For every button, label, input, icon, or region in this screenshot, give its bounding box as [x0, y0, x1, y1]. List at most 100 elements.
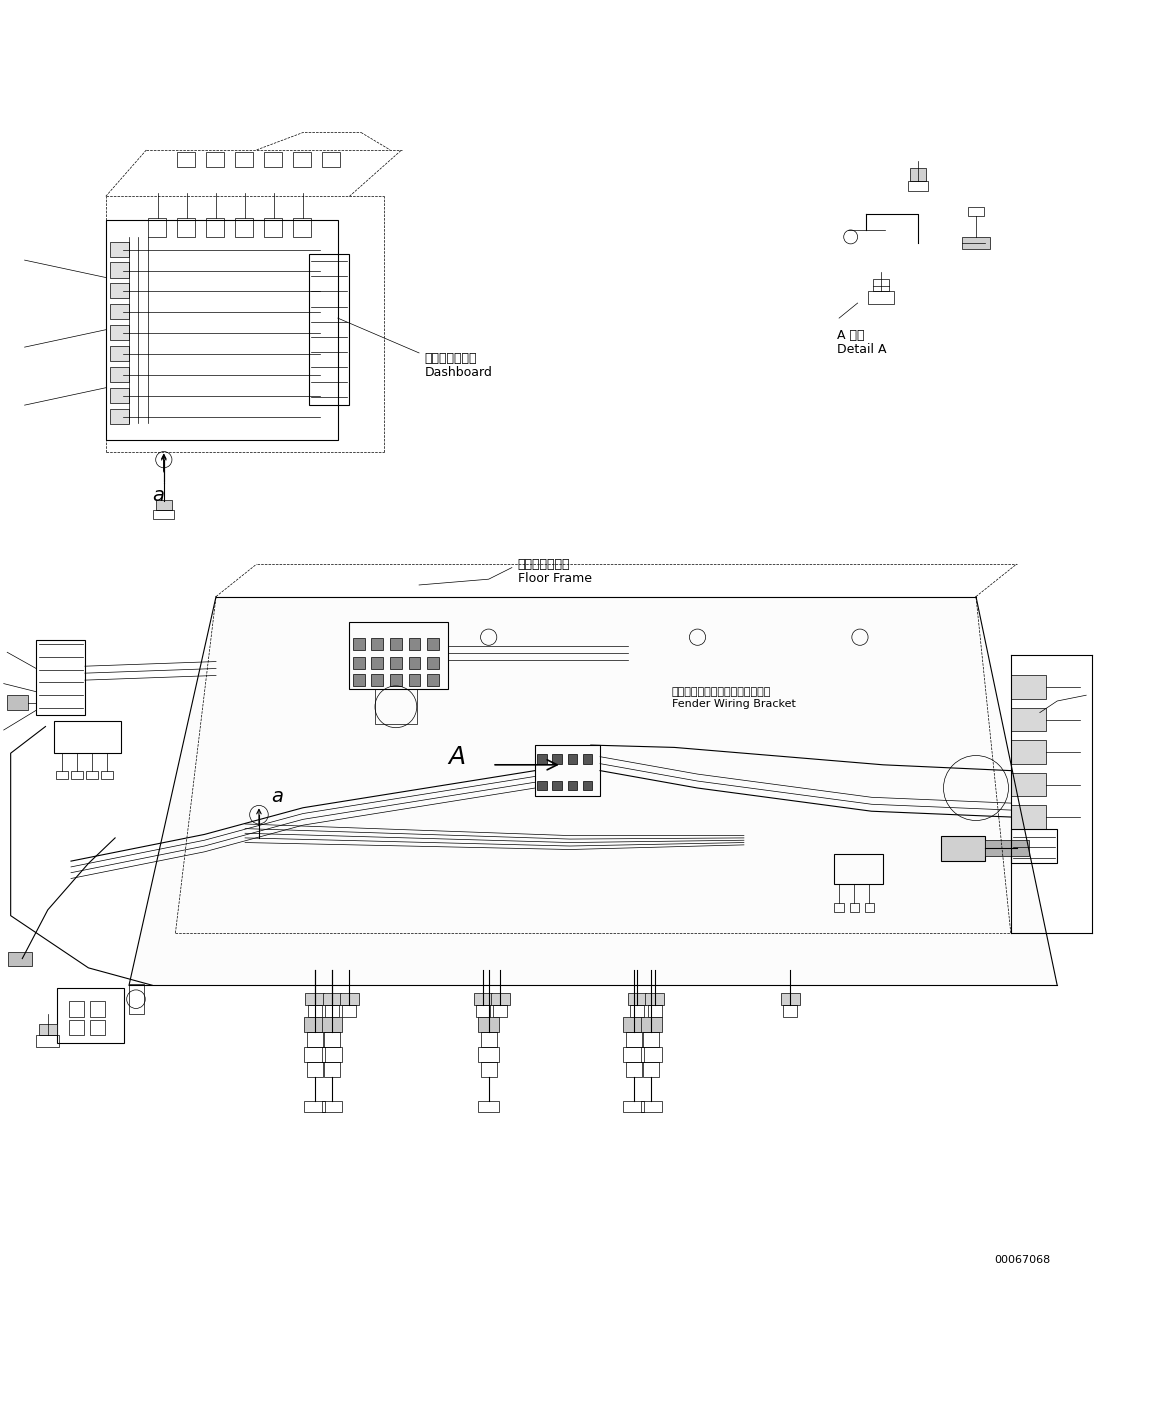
Bar — [623, 1047, 644, 1061]
Bar — [323, 994, 341, 1005]
Bar — [909, 168, 926, 181]
Bar — [206, 153, 224, 167]
Bar — [324, 1061, 340, 1077]
Bar — [235, 219, 254, 237]
Bar — [537, 781, 547, 791]
Text: a: a — [271, 787, 284, 806]
Bar — [177, 219, 195, 237]
Bar — [156, 501, 172, 509]
Bar — [849, 903, 858, 913]
Bar — [206, 219, 224, 237]
Bar — [305, 1016, 326, 1032]
Bar — [535, 744, 600, 796]
Bar — [623, 1102, 644, 1112]
Bar — [408, 638, 420, 651]
Bar — [868, 292, 893, 304]
Bar — [110, 388, 129, 402]
Bar — [90, 1001, 105, 1016]
Bar — [110, 408, 129, 423]
Bar — [985, 840, 1029, 857]
Bar — [53, 721, 121, 753]
Bar — [56, 771, 67, 778]
Bar — [583, 754, 592, 764]
Bar — [872, 279, 889, 292]
Bar — [537, 754, 547, 764]
Text: フロアフレーム: フロアフレーム — [518, 558, 570, 571]
Bar — [305, 1102, 326, 1112]
Bar — [110, 325, 129, 341]
Bar — [641, 1047, 662, 1061]
Bar — [293, 219, 312, 237]
Text: Fender Wiring Bracket: Fender Wiring Bracket — [672, 700, 795, 709]
Bar — [101, 771, 113, 778]
Bar — [907, 181, 928, 191]
Bar — [309, 254, 349, 405]
Bar — [36, 1035, 59, 1047]
Bar — [1011, 805, 1046, 829]
Bar — [480, 1032, 497, 1047]
Bar — [390, 674, 401, 686]
Bar — [8, 952, 31, 966]
Bar — [110, 283, 129, 299]
Bar — [177, 153, 195, 167]
Bar — [306, 994, 324, 1005]
Bar — [90, 1021, 105, 1035]
Bar — [324, 1032, 340, 1047]
Bar — [154, 509, 174, 519]
Bar — [352, 674, 364, 686]
Bar — [626, 1032, 642, 1047]
Bar — [69, 1021, 84, 1035]
Bar — [349, 622, 448, 690]
Bar — [784, 1005, 798, 1016]
Bar — [552, 781, 562, 791]
Bar — [305, 1047, 326, 1061]
Bar — [962, 237, 990, 248]
Bar — [641, 1102, 662, 1112]
Bar — [371, 638, 383, 651]
Bar — [322, 1047, 342, 1061]
Bar — [643, 1032, 659, 1047]
Bar — [568, 754, 577, 764]
Bar — [478, 1016, 499, 1032]
Bar — [322, 1102, 342, 1112]
Bar — [1011, 740, 1046, 764]
Bar — [408, 658, 420, 669]
Bar — [782, 994, 800, 1005]
Bar — [641, 1016, 662, 1032]
Bar — [264, 219, 283, 237]
Bar — [552, 754, 562, 764]
Text: フェンダワイヤリングブラケット: フェンダワイヤリングブラケット — [672, 687, 771, 697]
Bar — [390, 638, 401, 651]
Bar — [129, 984, 144, 1014]
Bar — [322, 153, 340, 167]
Bar — [427, 658, 438, 669]
Bar — [1011, 773, 1046, 796]
Bar — [476, 1005, 490, 1016]
Text: A 詳細: A 詳細 — [836, 329, 864, 342]
Bar — [480, 1061, 497, 1077]
Bar — [326, 1005, 338, 1016]
Text: a: a — [152, 486, 164, 505]
Bar — [941, 836, 985, 861]
Bar — [374, 690, 416, 725]
Bar — [264, 153, 283, 167]
Bar — [308, 1005, 322, 1016]
Text: Dashboard: Dashboard — [424, 366, 493, 379]
Bar — [473, 994, 492, 1005]
Bar — [307, 1032, 323, 1047]
Bar — [630, 1005, 644, 1016]
Text: Detail A: Detail A — [836, 343, 886, 356]
Bar — [864, 903, 873, 913]
Bar — [491, 994, 509, 1005]
Bar — [478, 1047, 499, 1061]
Bar — [643, 1061, 659, 1077]
Polygon shape — [129, 597, 1057, 986]
Bar — [968, 206, 984, 216]
Bar — [293, 153, 312, 167]
Bar — [110, 367, 129, 381]
Bar — [645, 994, 664, 1005]
Bar — [583, 781, 592, 791]
Bar — [1011, 676, 1046, 698]
Bar — [648, 1005, 662, 1016]
Bar — [493, 1005, 507, 1016]
